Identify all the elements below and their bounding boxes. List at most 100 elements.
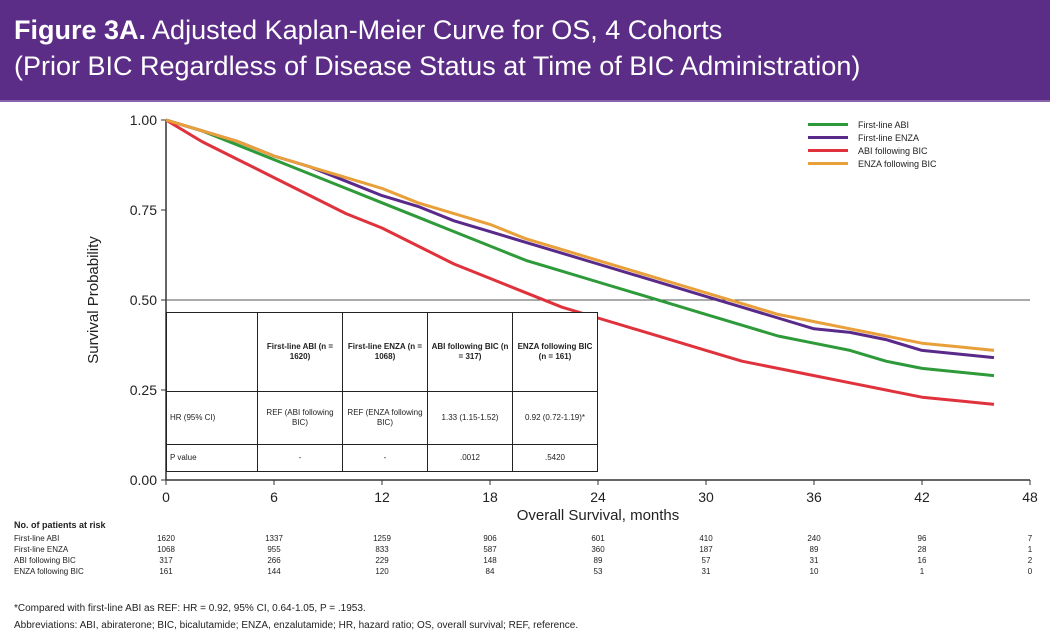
series-line: [165, 118, 995, 378]
hr-table-header-cell: ENZA following BIC (n = 161): [512, 312, 598, 392]
risk-count: 144: [267, 567, 281, 576]
hr-table-cell: -: [257, 444, 343, 472]
legend-swatch: [808, 149, 848, 152]
hr-table-header-row: First-line ABI (n = 1620) First-line ENZ…: [166, 312, 598, 392]
y-axis-label: Survival Probability: [85, 236, 102, 364]
risk-count: 955: [267, 545, 281, 554]
risk-count: 89: [809, 545, 819, 554]
legend-label: First-line ABI: [858, 119, 910, 130]
risk-count: 1: [919, 567, 925, 576]
risk-count: 1259: [373, 534, 391, 543]
risk-count: 161: [159, 567, 173, 576]
x-tick-label: 0: [162, 489, 170, 505]
y-tick-label: 0.00: [130, 472, 157, 488]
risk-row-label: ENZA following BIC: [14, 567, 84, 576]
hr-table-header-cell: First-line ENZA (n = 1068): [342, 312, 428, 392]
legend-item: First-line ENZA: [808, 131, 937, 144]
risk-count: 833: [375, 545, 389, 554]
risk-count: 266: [267, 556, 281, 565]
hr-table-row-label: P value: [166, 444, 258, 472]
hr-table-cell: .5420: [512, 444, 598, 472]
risk-count: 120: [375, 567, 389, 576]
legend-item: First-line ABI: [808, 118, 937, 131]
x-tick-label: 6: [270, 489, 278, 505]
hr-table-cell: -: [342, 444, 428, 472]
hr-table-row: P value - - .0012 .5420: [166, 444, 598, 472]
risk-count: 10: [809, 567, 819, 576]
risk-count: 53: [593, 567, 603, 576]
risk-count: 7: [1027, 534, 1033, 543]
y-tick-label: 0.50: [130, 292, 157, 308]
risk-count: 89: [593, 556, 603, 565]
series-line: [165, 118, 995, 352]
hr-table-cell: REF (ABI following BIC): [257, 391, 343, 445]
legend-label: ENZA following BIC: [858, 158, 937, 169]
abbreviations: Abbreviations: ABI, abiraterone; BIC, bi…: [14, 620, 579, 631]
hr-table-cell: 1.33 (1.15-1.52): [427, 391, 513, 445]
risk-count: 2: [1027, 556, 1033, 565]
risk-table-row: First-line ABI 1620 1337 1259 906 601 410 240 96…: [14, 534, 1034, 545]
legend-swatch: [808, 123, 848, 126]
x-tick-label: 42: [914, 489, 930, 505]
risk-count: 360: [591, 545, 605, 554]
risk-table-row: First-line ENZA 1068 955 833 587 360 187 89 28 1: [14, 545, 1034, 556]
risk-count: 1068: [157, 545, 175, 554]
chart-legend: First-line ABI First-line ENZA ABI followi…: [808, 118, 937, 170]
risk-row-label: First-line ABI: [14, 534, 60, 543]
risk-count: 16: [917, 556, 927, 565]
footnote: *Compared with first-line ABI as REF: HR…: [14, 603, 366, 614]
risk-count: 1620: [157, 534, 175, 543]
y-tick-label: 0.25: [130, 382, 157, 398]
hr-table-header-cell: [166, 312, 258, 392]
hr-table-header-cell: First-line ABI (n = 1620): [257, 312, 343, 392]
risk-table-row: ABI following BIC 317 266 229 148 89 57 31 16 2: [14, 556, 1034, 567]
x-tick-label: 30: [698, 489, 714, 505]
legend-swatch: [808, 136, 848, 139]
risk-count: 28: [917, 545, 927, 554]
y-tick-label: 1.00: [130, 112, 157, 128]
x-tick-label: 48: [1022, 489, 1038, 505]
risk-count: 906: [483, 534, 497, 543]
risk-count: 410: [699, 534, 713, 543]
y-tick-label: 0.75: [130, 202, 157, 218]
hr-table-header-cell: ABI following BIC (n = 317): [427, 312, 513, 392]
risk-count: 31: [701, 567, 711, 576]
risk-table-title: No. of patients at risk: [14, 520, 106, 530]
risk-count: 1: [1027, 545, 1033, 554]
risk-count: 0: [1027, 567, 1033, 576]
hr-table-row: HR (95% CI) REF (ABI following BIC) REF …: [166, 391, 598, 445]
x-tick-label: 24: [590, 489, 606, 505]
figure-label: Figure 3A.: [14, 15, 147, 45]
figure-title: Figure 3A. Adjusted Kaplan-Meier Curve f…: [14, 12, 1036, 48]
risk-count: 148: [483, 556, 497, 565]
legend-label: First-line ENZA: [858, 132, 920, 143]
risk-count: 317: [159, 556, 173, 565]
legend-item: ENZA following BIC: [808, 157, 937, 170]
x-tick-label: 18: [482, 489, 498, 505]
legend-item: ABI following BIC: [808, 144, 937, 157]
header-divider: [0, 100, 1050, 102]
figure-subtitle: (Prior BIC Regardless of Disease Status …: [14, 51, 861, 81]
risk-count: 229: [375, 556, 389, 565]
x-axis-label: Overall Survival, months: [517, 507, 680, 522]
risk-count: 601: [591, 534, 605, 543]
km-chart: 0.00 0.25 0.50 0.75 1.00 0 6 12 18 24 30 36 42 48 Over…: [85, 112, 1038, 522]
hr-table-cell: 0.92 (0.72-1.19)*: [512, 391, 598, 445]
risk-count: 587: [483, 545, 497, 554]
risk-row-label: ABI following BIC: [14, 556, 76, 565]
risk-row-label: First-line ENZA: [14, 545, 69, 554]
risk-count: 187: [699, 545, 713, 554]
x-tick-label: 36: [806, 489, 822, 505]
risk-count: 240: [807, 534, 821, 543]
hazard-ratio-table: First-line ABI (n = 1620) First-line ENZ…: [166, 312, 598, 472]
legend-label: ABI following BIC: [858, 145, 928, 156]
figure-header: Figure 3A. Adjusted Kaplan-Meier Curve f…: [0, 0, 1050, 100]
figure-title-text: Adjusted Kaplan-Meier Curve for OS, 4 Co…: [152, 15, 723, 45]
risk-count: 84: [485, 567, 495, 576]
risk-table-row: ENZA following BIC 161 144 120 84 53 31 10 1 0: [14, 567, 1034, 578]
risk-count: 57: [701, 556, 711, 565]
hr-table-cell: REF (ENZA following BIC): [342, 391, 428, 445]
risk-count: 96: [917, 534, 927, 543]
risk-count: 31: [809, 556, 819, 565]
hr-table-cell: .0012: [427, 444, 513, 472]
